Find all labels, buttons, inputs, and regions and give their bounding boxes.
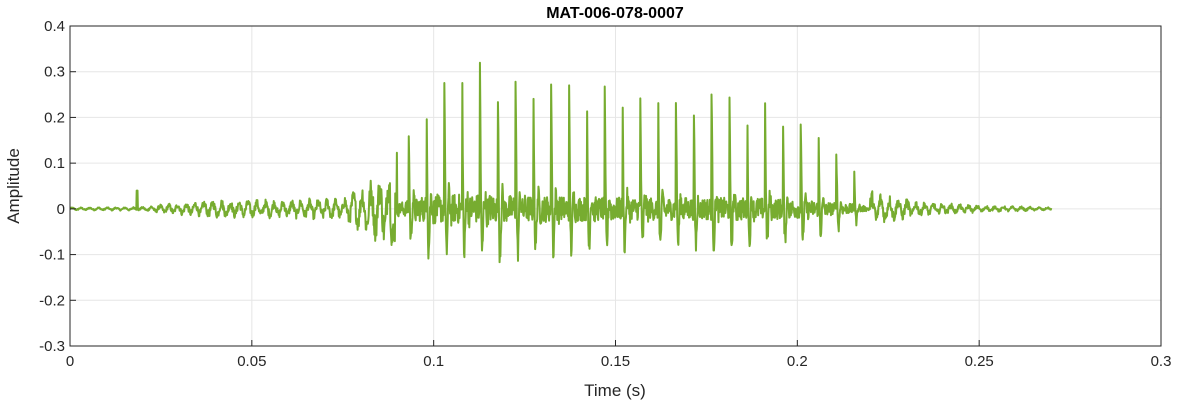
x-axis-label: Time (s) bbox=[584, 381, 646, 400]
y-tick-label: -0.1 bbox=[39, 247, 65, 264]
y-axis-label: Amplitude bbox=[4, 148, 23, 224]
x-tick-label: 0 bbox=[66, 353, 74, 370]
y-tick-label: 0.1 bbox=[44, 155, 65, 172]
x-tick-label: 0.1 bbox=[423, 353, 444, 370]
y-tick-label: 0.3 bbox=[44, 64, 65, 81]
y-tick-label: -0.2 bbox=[39, 292, 65, 309]
waveform-line bbox=[69, 61, 1053, 264]
x-tick-label: 0.05 bbox=[237, 353, 266, 370]
x-tick-label: 0.3 bbox=[1151, 353, 1172, 370]
chart-title: MAT-006-078-0007 bbox=[546, 5, 684, 22]
y-tick-label: 0.2 bbox=[44, 109, 65, 126]
x-tick-label: 0.2 bbox=[787, 353, 808, 370]
y-tick-label: 0 bbox=[57, 201, 65, 218]
axis-ticks: 0 0.05 0.1 0.15 0.2 0.25 0.3 -0.3 -0.2 -0.1 0 0.1 0.… bbox=[39, 18, 1171, 370]
y-tick-label: 0.4 bbox=[44, 18, 65, 35]
y-tick-label: -0.3 bbox=[39, 338, 65, 355]
x-tick-label: 0.15 bbox=[601, 353, 630, 370]
x-tick-label: 0.25 bbox=[965, 353, 994, 370]
